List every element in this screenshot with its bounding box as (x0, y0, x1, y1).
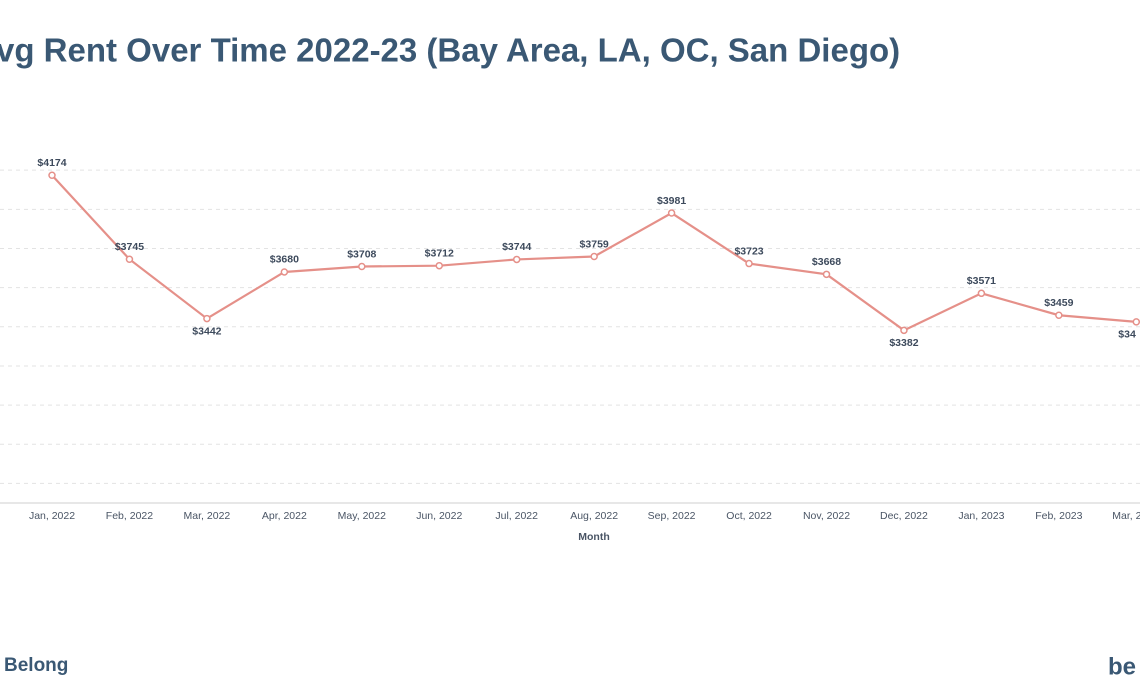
x-tick-label: Nov, 2022 (803, 510, 850, 522)
point (125, 255, 134, 263)
axis-title-mask (0, 541, 1140, 561)
value-label: $3745 (115, 241, 144, 253)
point (48, 171, 56, 179)
value-label: $3459 (1044, 297, 1073, 309)
x-tick-label: Jan, 2023 (958, 510, 1004, 522)
point (1055, 311, 1063, 319)
x-tick-label: Apr, 2022 (262, 510, 307, 522)
x-tick-label: Dec, 2022 (880, 510, 928, 522)
x-tick-label: Mar, 2 (1112, 510, 1140, 522)
point (203, 314, 211, 323)
point (977, 289, 986, 298)
value-label: $4174 (37, 157, 66, 169)
x-tick-label: Mar, 2022 (184, 510, 231, 522)
point (358, 262, 366, 271)
value-label: $3680 (270, 254, 299, 266)
x-tick-label: Jun, 2022 (416, 510, 462, 522)
x-tick-label: Oct, 2022 (726, 510, 772, 522)
point (590, 252, 598, 261)
value-label: $3712 (425, 247, 454, 259)
point (280, 268, 289, 276)
point (512, 255, 521, 264)
x-tick-label: Aug, 2022 (570, 510, 618, 522)
footer-logo: be (1108, 653, 1136, 680)
value-label: $3571 (967, 275, 996, 287)
value-label: $3723 (734, 245, 763, 257)
point (822, 270, 831, 279)
value-label: $3382 (889, 337, 918, 349)
x-tick-label: May, 2022 (338, 510, 386, 522)
x-tick-label: Sep, 2022 (648, 510, 696, 522)
point (745, 259, 753, 268)
value-label: $3744 (502, 241, 531, 253)
x-tick-label: Jan, 2022 (29, 510, 75, 522)
value-label: $34 (1118, 329, 1136, 341)
point (667, 209, 676, 217)
x-axis-title: Month (578, 531, 610, 543)
x-tick-label: Jul, 2022 (495, 510, 538, 522)
value-label: $3981 (657, 195, 686, 207)
footer-brand: Belong (4, 655, 68, 676)
value-label: $3442 (192, 325, 221, 337)
value-label: $3668 (812, 256, 841, 268)
x-tick-label: Feb, 2023 (1035, 510, 1082, 522)
value-label: $3708 (347, 248, 376, 260)
point (435, 261, 443, 270)
value-label: $3759 (580, 238, 609, 250)
chart-title: vg Rent Over Time 2022-23 (Bay Area, LA,… (0, 32, 900, 69)
x-tick-label: Feb, 2022 (106, 510, 153, 522)
point (900, 326, 908, 335)
point (1132, 318, 1140, 326)
